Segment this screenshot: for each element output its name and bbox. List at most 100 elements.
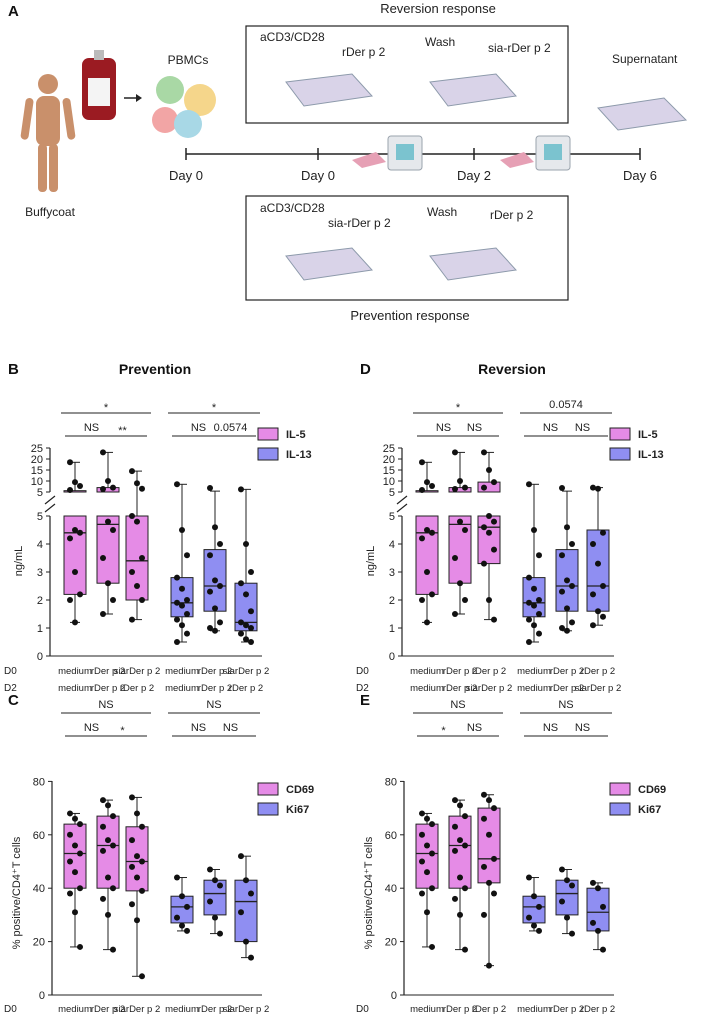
blood-bag-icon <box>82 50 116 120</box>
box <box>63 823 87 889</box>
box <box>96 515 120 584</box>
data-point <box>536 611 542 617</box>
data-point <box>424 479 430 486</box>
data-point <box>105 911 111 918</box>
data-point <box>569 619 575 626</box>
arrowhead-icon <box>136 94 142 102</box>
box <box>234 879 258 943</box>
data-point <box>419 459 425 466</box>
data-point <box>452 847 458 854</box>
data-point <box>105 580 111 587</box>
data-point <box>559 625 565 631</box>
data-point <box>105 478 111 484</box>
plate-icon <box>429 73 518 107</box>
data-point <box>139 887 145 894</box>
data-point <box>72 815 78 822</box>
row-label-d0: D0 <box>356 1004 369 1015</box>
y-tick-label: 5 <box>389 487 395 499</box>
data-point <box>212 877 218 884</box>
box-upper <box>415 490 439 493</box>
data-point <box>179 622 185 629</box>
data-point <box>491 890 497 897</box>
y-tick-label: 40 <box>385 883 397 895</box>
data-point <box>110 597 116 603</box>
row-label-d0: D0 <box>4 1004 17 1015</box>
data-point <box>72 527 78 533</box>
data-point <box>595 885 601 892</box>
box <box>125 515 149 601</box>
data-point <box>457 911 463 918</box>
data-point <box>110 484 116 491</box>
data-point <box>248 954 254 961</box>
category-label-d0: medium <box>165 1004 199 1015</box>
category-label-d0: medium <box>517 666 551 677</box>
data-point <box>243 591 249 598</box>
y-tick-label: 5 <box>37 511 43 523</box>
data-point <box>179 893 185 900</box>
chart-title: Reversion <box>478 361 546 377</box>
data-point <box>174 481 180 488</box>
data-point <box>129 468 135 475</box>
data-point <box>569 583 575 589</box>
data-point <box>462 813 468 820</box>
data-point <box>110 527 116 533</box>
reversion-step-1: aCD3/CD28 <box>260 30 325 44</box>
data-point <box>600 946 606 953</box>
prevention-step-4: rDer p 2 <box>490 208 534 222</box>
data-point <box>139 973 145 980</box>
significance-label: NS <box>543 722 558 734</box>
day-label: Day 0 <box>301 168 335 183</box>
row-label-d0: D0 <box>356 666 369 677</box>
data-point <box>129 513 135 519</box>
significance-label: NS <box>206 699 221 711</box>
data-point <box>457 478 463 484</box>
y-tick-label: 80 <box>33 776 45 788</box>
significance-label: * <box>456 402 461 414</box>
data-point <box>207 552 213 559</box>
data-point <box>207 625 213 631</box>
panel-label: B <box>8 361 19 378</box>
day-label: Day 2 <box>457 168 491 183</box>
category-label-d2: medium <box>58 683 92 694</box>
data-point <box>67 535 73 542</box>
data-point <box>129 569 135 575</box>
data-point <box>462 946 468 953</box>
chart-title: Prevention <box>119 361 191 377</box>
category-label-d0: siarDer p 2 <box>223 1004 269 1015</box>
data-point <box>105 874 111 881</box>
data-point <box>531 922 537 929</box>
data-point <box>429 885 435 892</box>
data-point <box>491 855 497 862</box>
panel-label: E <box>360 692 370 709</box>
data-point <box>569 930 575 937</box>
category-label-d0: siarDer p 2 <box>223 666 269 677</box>
data-point <box>491 518 497 525</box>
significance-label: NS <box>223 722 238 734</box>
data-point <box>526 599 532 606</box>
y-tick-label: 25 <box>31 443 43 455</box>
data-point <box>531 622 537 629</box>
legend-label: IL-13 <box>286 449 312 461</box>
significance-label: NS <box>98 699 113 711</box>
y-axis-label: % positive/CD4⁺T cells <box>11 836 23 949</box>
data-point <box>452 895 458 902</box>
box-upper <box>448 487 472 493</box>
data-point <box>139 823 145 830</box>
prevention-step-1: aCD3/CD28 <box>260 201 325 215</box>
y-tick-label: 4 <box>37 539 43 551</box>
data-point <box>481 484 487 491</box>
data-point <box>134 810 140 817</box>
data-point <box>424 527 430 533</box>
y-tick-label: 20 <box>31 454 43 466</box>
data-point <box>590 541 596 547</box>
data-point <box>564 524 570 531</box>
legend-swatch <box>609 782 631 796</box>
data-point <box>595 927 601 934</box>
category-label-d2: rDer p 2 <box>120 683 154 694</box>
y-tick-label: 40 <box>33 883 45 895</box>
data-point <box>139 555 145 561</box>
y-tick-label: 1 <box>389 623 395 635</box>
data-point <box>238 630 244 637</box>
data-point <box>526 616 532 623</box>
pbmc-cells-icon <box>152 76 216 138</box>
